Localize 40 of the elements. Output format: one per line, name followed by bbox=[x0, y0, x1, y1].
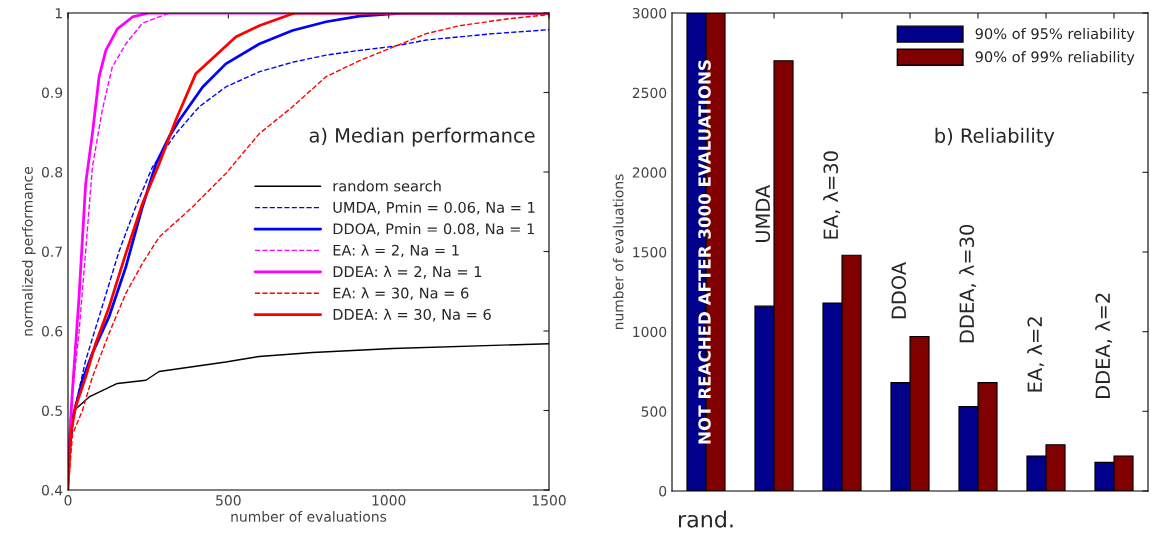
y-tick-label: 2500 bbox=[632, 87, 667, 99]
x-tick-label: UMDA bbox=[755, 184, 771, 242]
y-tick-label: 3000 bbox=[632, 7, 667, 19]
y-axis-title: normalized performance bbox=[22, 166, 36, 336]
x-tick-label: 1500 bbox=[532, 495, 566, 506]
text: b) Reliability bbox=[935, 127, 1055, 147]
y-tick-label: 1500 bbox=[633, 246, 667, 258]
x-axis-title: number of evaluations bbox=[231, 511, 387, 522]
y-tick-label: 0.7 bbox=[41, 246, 62, 257]
x-tick-label: 500 bbox=[216, 495, 241, 506]
annotation: NOT REACHED AFTER 3000 EVALUATIONS bbox=[698, 60, 711, 444]
x-tick-label: DDEA, λ=30 bbox=[959, 224, 977, 343]
text: a) Median performance bbox=[309, 127, 535, 147]
legend-label: random search bbox=[333, 180, 441, 192]
y-tick-label: 0 bbox=[659, 485, 667, 497]
x-tick-label: DDEA, λ=2 bbox=[1095, 293, 1113, 398]
y-tick-label: 0.4 bbox=[41, 484, 63, 496]
y-tick-label: 1000 bbox=[633, 326, 667, 338]
legend-label: 90% of 99% reliability bbox=[975, 51, 1135, 66]
y-tick-label: 0.9 bbox=[41, 87, 63, 98]
x-tick-label: EA, λ=2 bbox=[1027, 317, 1045, 392]
x-tick-label: 1000 bbox=[372, 495, 406, 506]
legend-label: UMDA, Pmin = 0.06, Na = 1 bbox=[333, 201, 535, 215]
y-tick-label: 500 bbox=[641, 406, 667, 417]
y-tick-label: 1 bbox=[55, 8, 62, 19]
y-axis-title: number of evaluations bbox=[612, 174, 624, 330]
y-tick-label: 0.8 bbox=[41, 166, 63, 178]
legend-label: EA: λ = 2, Na = 1 bbox=[333, 244, 459, 258]
legend-label: DDOA, Pmin = 0.08, Na = 1 bbox=[333, 223, 534, 236]
x-tick-label: rand. bbox=[679, 510, 733, 528]
x-tick-label: EA, λ=30 bbox=[823, 151, 841, 239]
y-tick-label: 2000 bbox=[632, 167, 667, 178]
x-tick-label: DDOA bbox=[891, 262, 907, 319]
legend-label: DDEA: λ = 2, Na = 1 bbox=[333, 265, 482, 279]
y-tick-label: 0.5 bbox=[41, 405, 62, 416]
legend-label: DDEA: λ = 30, Na = 6 bbox=[333, 308, 491, 322]
y-tick-label: 0.6 bbox=[41, 325, 63, 337]
legend-label: 90% of 95% reliability bbox=[975, 27, 1135, 42]
legend-label: EA: λ = 30, Na = 6 bbox=[333, 287, 469, 301]
x-tick-label: 0 bbox=[64, 495, 72, 506]
